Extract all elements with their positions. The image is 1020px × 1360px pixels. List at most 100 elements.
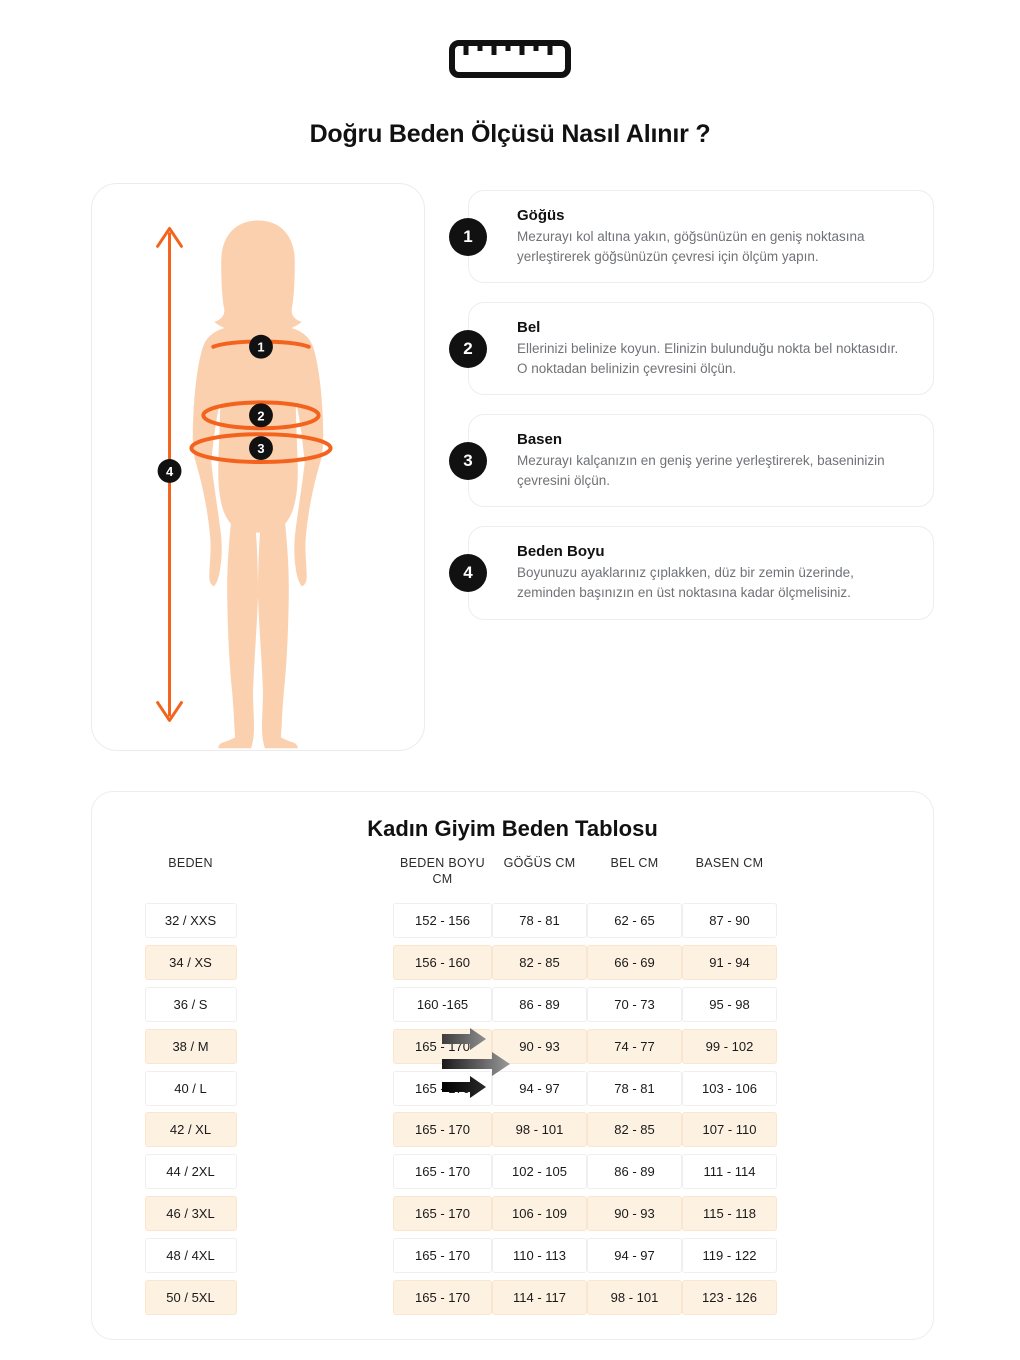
row-measurements: 165 - 170 102 - 105 86 - 89 111 - 114: [393, 1151, 777, 1193]
cell-hip: 115 - 118: [682, 1195, 777, 1231]
table-row[interactable]: 38 / M 165 - 170 90 - 93 74 - 77 99 - 10…: [92, 1025, 935, 1067]
cell-size: 34 / XS: [144, 945, 237, 981]
cell-height: 165 - 170: [393, 1279, 492, 1315]
card-text: Mezurayı kol altına yakın, göğsünüzün en…: [517, 229, 865, 264]
svg-text:1: 1: [257, 340, 264, 355]
cell-bust: 94 - 97: [492, 1070, 587, 1106]
figure-panel: 1 2 3 4: [91, 183, 425, 751]
table-row[interactable]: 44 / 2XL 165 - 170 102 - 105 86 - 89 111…: [92, 1151, 935, 1193]
instruction-card-bust: 1 Göğüs Mezurayı kol altına yakın, göğsü…: [449, 190, 934, 284]
cell-waist: 98 - 101: [587, 1279, 682, 1315]
card-text: Ellerinizi belinize koyun. Elinizin bulu…: [517, 341, 899, 376]
cell-size: 38 / M: [144, 1028, 237, 1064]
cell-waist: 78 - 81: [587, 1070, 682, 1106]
column-header-waist: BEL CM: [610, 856, 659, 870]
table-row[interactable]: 50 / 5XL 165 - 170 114 - 117 98 - 101 12…: [92, 1276, 935, 1318]
row-measurements: 165 - 170 98 - 101 82 - 85 107 - 110: [393, 1109, 777, 1151]
table-row[interactable]: 36 / S 160 -165 86 - 89 70 - 73 95 - 98: [92, 984, 935, 1026]
cell-hip: 95 - 98: [682, 986, 777, 1022]
cell-waist: 90 - 93: [587, 1195, 682, 1231]
table-row[interactable]: 42 / XL 165 - 170 98 - 101 82 - 85 107 -…: [92, 1109, 935, 1151]
body-silhouette: [192, 220, 324, 749]
cell-waist: 86 - 89: [587, 1154, 682, 1190]
page-title: Doğru Beden Ölçüsü Nasıl Alınır ?: [309, 120, 711, 148]
cell-height: 152 - 156: [393, 903, 492, 939]
row-measurements: 165 - 170 110 - 113 94 - 97 119 - 122: [393, 1234, 777, 1276]
size-table: BEDEN BEDEN BOYU CM GÖĞÜS CM BEL CM BASE…: [92, 854, 935, 1318]
cell-bust: 114 - 117: [492, 1279, 587, 1315]
instruction-card-waist: 2 Bel Ellerinizi belinize koyun. Elinizi…: [449, 302, 934, 396]
table-row[interactable]: 32 / XXS 152 - 156 78 - 81 62 - 65 87 - …: [92, 900, 935, 942]
cell-hip: 99 - 102: [682, 1028, 777, 1064]
table-row[interactable]: 46 / 3XL 165 - 170 106 - 109 90 - 93 115…: [92, 1193, 935, 1235]
cell-hip: 107 - 110: [682, 1112, 777, 1148]
hip-measure-ellipse: [189, 432, 333, 465]
card-title: Göğüs: [517, 207, 565, 224]
badge-2: 2: [449, 329, 487, 368]
badge-4: 4: [449, 553, 487, 592]
cell-size: 40 / L: [144, 1070, 237, 1106]
size-table-panel: Kadın Giyim Beden Tablosu BEDEN BEDEN BO…: [91, 791, 934, 1340]
cell-bust: 82 - 85: [492, 945, 587, 981]
column-header-hip: BASEN CM: [695, 856, 764, 870]
cell-size: 48 / 4XL: [144, 1237, 237, 1273]
waist-measure-ellipse: [201, 400, 321, 431]
column-header-height: BEDEN BOYU CM: [400, 856, 485, 886]
cell-bust: 90 - 93: [492, 1028, 587, 1064]
card-text: Boyunuzu ayaklarınız çıplakken, düz bir …: [517, 565, 854, 600]
cell-waist: 82 - 85: [587, 1112, 682, 1148]
cell-height: 165 - 170: [393, 1112, 492, 1148]
cell-height: 165 - 170: [393, 1154, 492, 1190]
cell-height: 165 - 170: [393, 1028, 492, 1064]
card-title: Beden Boyu: [517, 543, 605, 561]
column-header-bust: GÖĞÜS CM: [503, 856, 576, 870]
cell-hip: 111 - 114: [682, 1154, 777, 1190]
cell-size: 42 / XL: [144, 1112, 237, 1148]
cell-size: 36 / S: [144, 986, 237, 1022]
instruction-card-height: 4 Beden Boyu Boyunuzu ayaklarınız çıplak…: [449, 526, 934, 620]
cell-waist: 70 - 73: [587, 986, 682, 1022]
right-arrows-icon: [442, 1028, 510, 1098]
column-header-size: BEDEN: [168, 856, 213, 870]
cell-size: 46 / 3XL: [144, 1195, 237, 1231]
table-row[interactable]: 48 / 4XL 165 - 170 110 - 113 94 - 97 119…: [92, 1234, 935, 1276]
cell-bust: 110 - 113: [492, 1237, 587, 1273]
cell-waist: 66 - 69: [587, 945, 682, 981]
cell-waist: 94 - 97: [587, 1237, 682, 1273]
cell-bust: 78 - 81: [492, 903, 587, 939]
cell-hip: 87 - 90: [682, 903, 777, 939]
badge-3: 3: [449, 441, 487, 480]
cell-waist: 74 - 77: [587, 1028, 682, 1064]
svg-text:2: 2: [257, 408, 264, 423]
cell-bust: 102 - 105: [492, 1154, 587, 1190]
cell-height: 165 - 170: [393, 1195, 492, 1231]
card-title: Bel: [517, 319, 541, 337]
cell-bust: 98 - 101: [492, 1112, 587, 1148]
cell-hip: 103 - 106: [682, 1070, 777, 1106]
cell-height: 160 -165: [393, 986, 492, 1022]
cell-height: 165 - 170: [393, 1237, 492, 1273]
ruler-icon: [449, 40, 571, 78]
cell-size: 44 / 2XL: [144, 1154, 237, 1190]
row-measurements: 165 - 170 106 - 109 90 - 93 115 - 118: [393, 1193, 777, 1235]
instruction-card-list: 1 Göğüs Mezurayı kol altına yakın, göğsü…: [449, 190, 934, 639]
marker-badges: 1 2 3 4: [157, 334, 273, 483]
female-body-measurement-diagram: 1 2 3 4: [156, 220, 333, 749]
svg-text:4: 4: [166, 464, 174, 479]
row-measurements: 165 - 170 114 - 117 98 - 101 123 - 126: [393, 1276, 777, 1318]
cell-waist: 62 - 65: [587, 903, 682, 939]
row-measurements: 165 - 170 90 - 93 74 - 77 99 - 102: [393, 1025, 777, 1067]
cell-height: 156 - 160: [393, 945, 492, 981]
cell-hip: 119 - 122: [682, 1237, 777, 1273]
row-measurements: 160 -165 86 - 89 70 - 73 95 - 98: [393, 984, 777, 1026]
row-measurements: 152 - 156 78 - 81 62 - 65 87 - 90: [393, 900, 777, 942]
ruler-icon-container: [0, 40, 1020, 78]
row-measurements: 156 - 160 82 - 85 66 - 69 91 - 94: [393, 942, 777, 984]
cell-bust: 106 - 109: [492, 1195, 587, 1231]
table-row[interactable]: 34 / XS 156 - 160 82 - 85 66 - 69 91 - 9…: [92, 942, 935, 984]
cell-bust: 86 - 89: [492, 986, 587, 1022]
instruction-card-hip: 3 Basen Mezurayı kalçanızın en geniş yer…: [449, 414, 934, 508]
cell-hip: 91 - 94: [682, 945, 777, 981]
svg-text:3: 3: [257, 441, 264, 456]
